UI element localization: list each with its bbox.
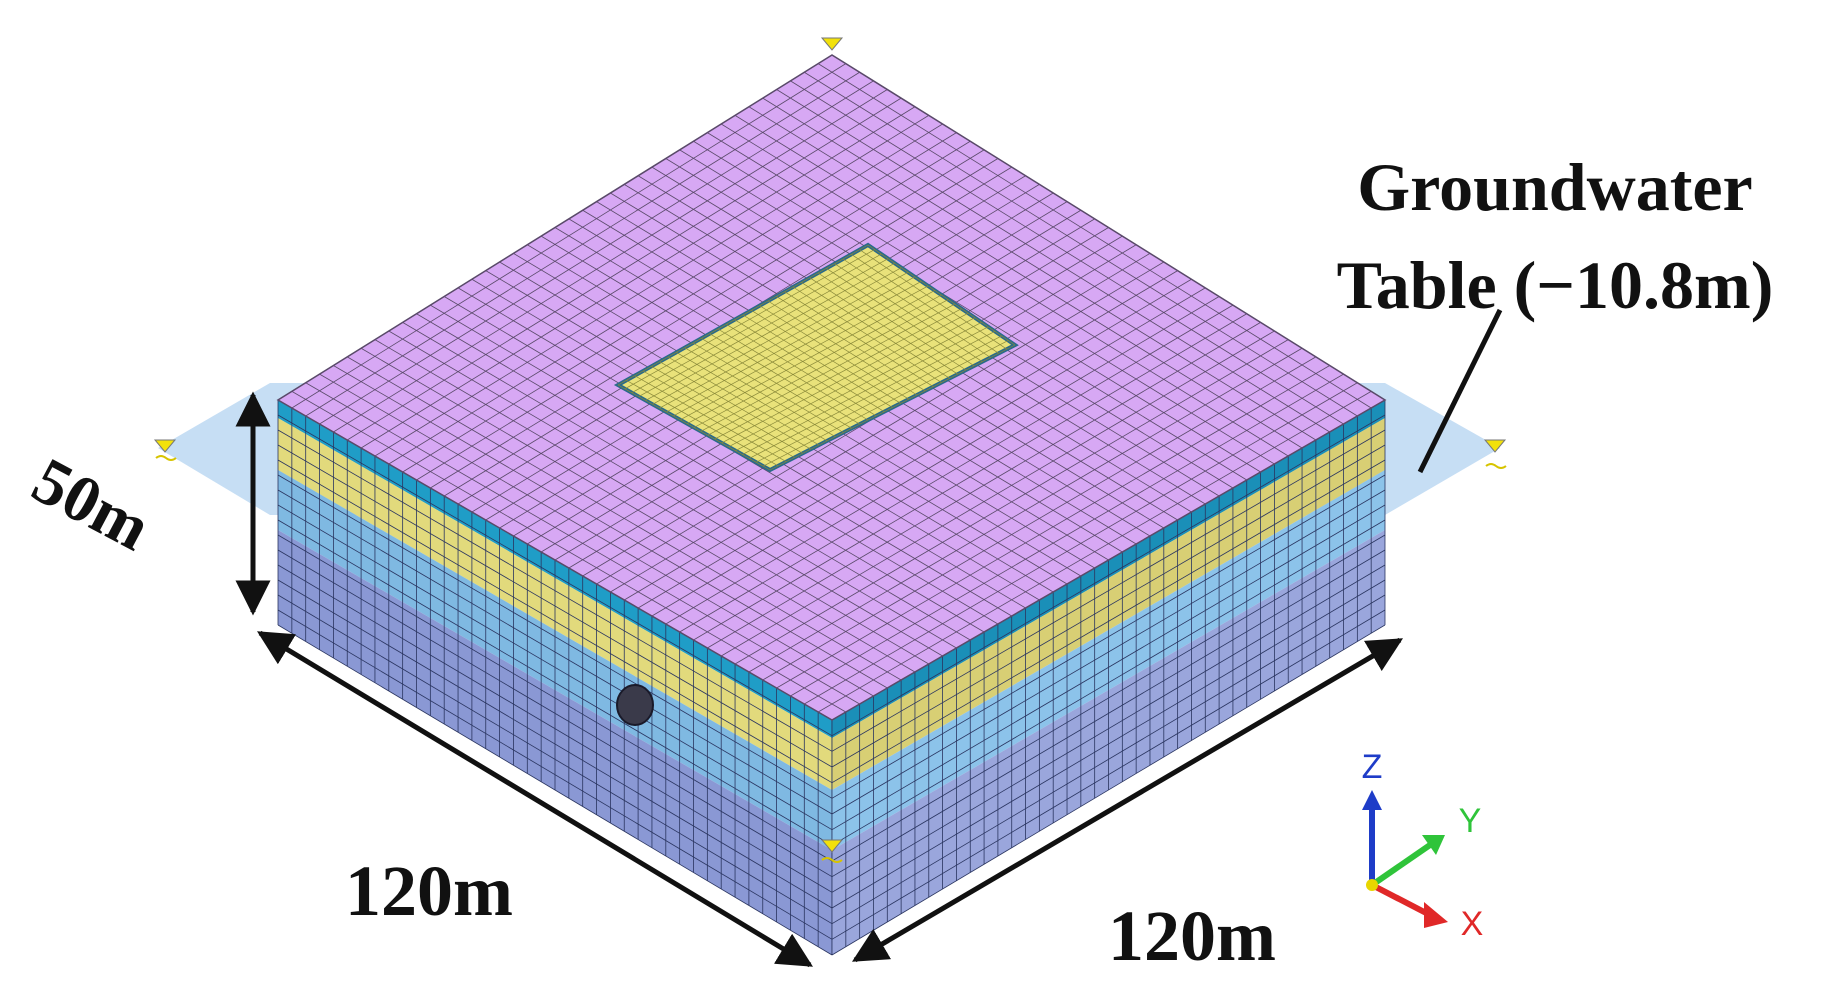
mesh-line (809, 277, 959, 375)
mesh-line (360, 347, 916, 673)
mesh-line (762, 97, 1317, 441)
mesh-line (684, 347, 836, 437)
mesh-line (784, 291, 934, 387)
axis-triad: Z Y X (1362, 748, 1484, 943)
mesh-line (792, 286, 942, 383)
mesh-line (867, 244, 1016, 346)
mesh-line (676, 352, 828, 442)
mesh-line (692, 342, 844, 433)
mesh-line (617, 384, 771, 471)
y-axis-label: Y (1459, 802, 1482, 840)
mesh-line (717, 328, 869, 421)
mesh-line (634, 375, 787, 462)
mesh-line (651, 366, 803, 454)
width-right-label: 120m (1108, 896, 1276, 976)
mesh-line (707, 132, 1261, 473)
x-axis-label: X (1461, 905, 1484, 943)
mesh-line (804, 71, 1358, 417)
groundwater-label-line2: Table (−10.8m) (1337, 247, 1774, 323)
groundwater-leader-line (1417, 308, 1503, 474)
mesh-line (734, 115, 1289, 457)
water-marker-front (820, 839, 844, 863)
width-left-dimension-arrow (257, 630, 813, 968)
groundwater-label-line1: Groundwater (1357, 149, 1752, 225)
mesh-line (642, 370, 795, 458)
mesh-line (443, 296, 999, 625)
mesh-line (790, 80, 1344, 425)
mesh-line (817, 272, 967, 371)
mesh-line (388, 330, 943, 657)
mesh-line (416, 313, 971, 641)
tunnel-section (616, 684, 654, 726)
mesh-line (659, 361, 812, 450)
mesh-line (834, 263, 983, 362)
mesh-line (720, 123, 1275, 465)
mesh-line (734, 319, 885, 412)
mesh-line (776, 89, 1330, 433)
mesh-line (859, 249, 1008, 350)
mesh-line (748, 106, 1303, 449)
mesh-line (626, 380, 779, 467)
mesh-line (701, 338, 852, 429)
mesh-line (751, 310, 901, 404)
height-label: 50m (21, 444, 162, 565)
mesh-line (347, 356, 902, 681)
mesh-line (776, 296, 926, 392)
width-left-label: 120m (345, 851, 513, 931)
mesh-line (817, 63, 1372, 409)
mesh-line (667, 356, 820, 446)
width-right-dimension-arrow (851, 637, 1404, 963)
mesh-line (430, 304, 985, 633)
mesh-line (759, 305, 910, 400)
mesh-line (842, 258, 991, 358)
mesh-line (767, 300, 918, 396)
excavation-mesh (617, 244, 1016, 471)
mesh-line (851, 254, 999, 354)
water-marker-top (820, 37, 844, 51)
mesh-line (801, 282, 950, 379)
mesh-line (726, 324, 877, 417)
mesh-line (693, 140, 1247, 481)
water-marker-left (153, 439, 177, 461)
x-axis (1370, 882, 1432, 918)
z-axis-label: Z (1362, 748, 1383, 786)
mesh-line (402, 322, 957, 649)
water-marker-right (1483, 439, 1507, 469)
y-axis (1370, 842, 1432, 888)
mesh-line (742, 314, 893, 408)
mesh-line (831, 54, 1386, 401)
mesh-line (709, 333, 861, 425)
mesh-line (374, 339, 929, 665)
mesh-line (826, 268, 975, 367)
